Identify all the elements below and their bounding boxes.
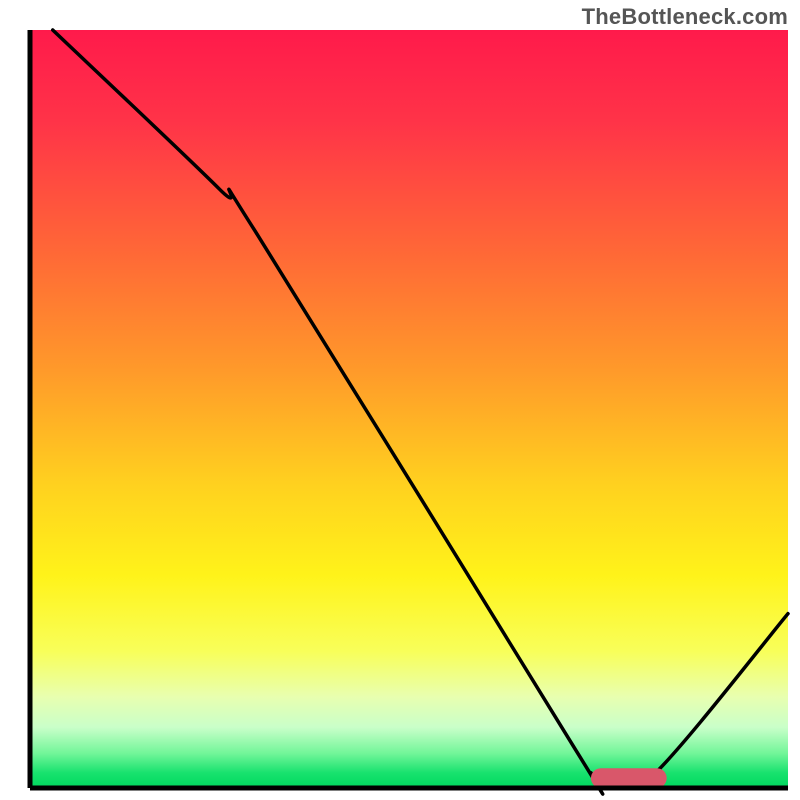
chart-canvas [0, 0, 800, 800]
optimal-region-marker [591, 768, 667, 788]
watermark-text: TheBottleneck.com [582, 4, 788, 30]
plot-background-gradient [30, 30, 788, 788]
bottleneck-gradient-chart: TheBottleneck.com [0, 0, 800, 800]
